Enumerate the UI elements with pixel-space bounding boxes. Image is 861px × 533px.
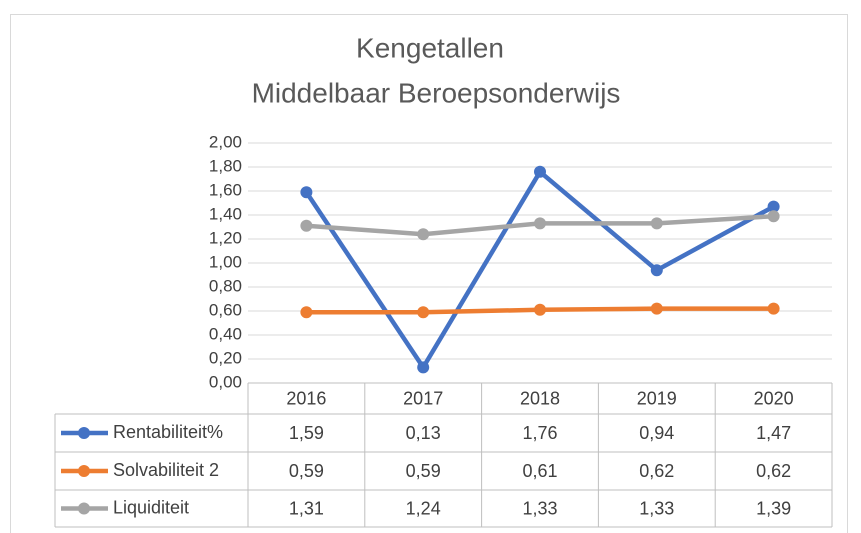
point	[767, 200, 780, 213]
table-value: 1,33	[522, 498, 557, 518]
table-value: 0,59	[289, 461, 324, 481]
x-tick-label: 2020	[754, 388, 794, 408]
point	[300, 219, 313, 232]
table-value: 1,76	[522, 423, 557, 443]
point	[650, 217, 663, 230]
legend-key-marker	[78, 465, 90, 477]
legend-label: Liquiditeit	[113, 497, 189, 517]
table-value: 1,47	[756, 423, 791, 443]
table-value: 1,31	[289, 498, 324, 518]
y-tick-label: 0,40	[209, 324, 242, 343]
legend-label: Solvabiliteit 2	[113, 460, 219, 480]
legend-key-marker	[78, 502, 90, 515]
x-tick-label: 2019	[637, 388, 677, 408]
table-value: 0,94	[639, 423, 674, 443]
chart-title: Kengetallen	[356, 32, 504, 63]
x-tick-label: 2018	[520, 388, 560, 408]
table-value: 1,24	[406, 498, 441, 518]
y-tick-label: 2,00	[209, 132, 242, 151]
point	[534, 165, 546, 178]
chart-frame	[10, 14, 848, 533]
point	[650, 302, 663, 315]
table-value: 1,39	[756, 498, 791, 518]
point	[300, 186, 313, 199]
point	[767, 302, 780, 315]
y-tick-label: 1,60	[209, 180, 242, 199]
chart-subtitle: Middelbaar Beroepsonderwijs	[252, 77, 621, 108]
y-tick-label: 1,00	[209, 252, 242, 271]
table-value: 1,33	[639, 498, 674, 518]
point	[300, 306, 313, 319]
point	[534, 303, 546, 316]
point	[767, 210, 780, 223]
x-tick-label: 2016	[286, 388, 326, 408]
legend-label: Rentabiliteit%	[113, 422, 223, 442]
point	[650, 264, 663, 277]
table-value: 0,62	[639, 461, 674, 481]
point	[417, 228, 430, 241]
table-value: 0,13	[406, 423, 441, 443]
point	[534, 217, 546, 230]
y-tick-label: 0,20	[209, 348, 242, 367]
legend-key-marker	[78, 427, 90, 439]
y-tick-label: 1,40	[209, 204, 242, 223]
point	[417, 306, 430, 319]
y-tick-label: 1,80	[209, 156, 242, 175]
y-tick-label: 1,20	[209, 228, 242, 247]
table-value: 1,59	[289, 423, 324, 443]
table-value: 0,59	[406, 461, 441, 481]
x-tick-label: 2017	[403, 388, 443, 408]
y-tick-label: 0,80	[209, 276, 242, 295]
y-tick-label: 0,00	[209, 372, 242, 391]
point	[417, 361, 430, 374]
table-value: 0,61	[522, 461, 557, 481]
table-value: 0,62	[756, 461, 791, 481]
y-tick-label: 0,60	[209, 300, 242, 319]
